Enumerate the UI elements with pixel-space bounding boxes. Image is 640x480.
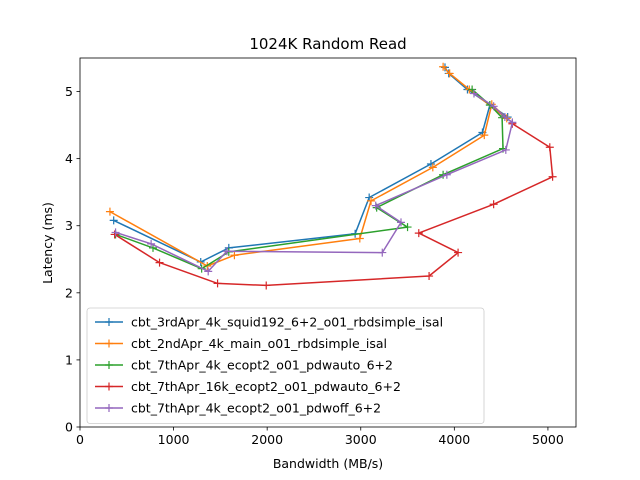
data-point xyxy=(355,234,364,243)
y-tick-label: 2 xyxy=(65,285,73,300)
legend: cbt_3rdApr_4k_squid192_6+2_o01_rbdsimple… xyxy=(86,307,485,424)
data-point xyxy=(371,201,380,210)
y-tick-label: 3 xyxy=(65,218,73,233)
legend-label: cbt_3rdApr_4k_squid192_6+2_o01_rbdsimple… xyxy=(131,315,443,330)
y-tick-label: 1 xyxy=(65,352,73,367)
x-tick-label: 0 xyxy=(76,432,84,447)
legend-item: cbt_2ndApr_4k_main_o01_rbdsimple_isal xyxy=(95,336,387,351)
legend-item: cbt_7thApr_4k_ecopt2_o01_pdwauto_6+2 xyxy=(95,358,393,373)
data-point xyxy=(548,172,557,181)
y-tick-label: 5 xyxy=(65,84,73,99)
legend-marker xyxy=(105,318,113,326)
data-point xyxy=(378,248,387,257)
legend-item: cbt_7thApr_16k_ecopt2_o01_pdwauto_6+2 xyxy=(95,379,401,394)
data-point xyxy=(155,258,164,267)
x-axis-label: Bandwidth (MB/s) xyxy=(273,456,383,471)
data-point xyxy=(489,200,498,209)
data-point xyxy=(428,163,437,172)
data-point xyxy=(147,239,156,248)
x-tick-label: 1000 xyxy=(158,432,190,447)
y-tick-label: 0 xyxy=(65,420,73,435)
y-axis-label: Latency (ms) xyxy=(40,202,55,284)
data-point xyxy=(262,281,271,290)
x-tick-label: 2000 xyxy=(251,432,283,447)
data-point xyxy=(468,85,477,94)
legend-box xyxy=(86,307,485,424)
data-point xyxy=(439,62,448,71)
data-point xyxy=(426,160,435,169)
data-point xyxy=(500,113,509,122)
legend-marker xyxy=(105,339,113,348)
x-tick-label: 3000 xyxy=(345,432,377,447)
data-point xyxy=(480,131,489,140)
chart-title: 1024K Random Read xyxy=(249,35,406,53)
data-point xyxy=(109,216,118,225)
legend-marker xyxy=(105,404,113,412)
data-point xyxy=(508,118,517,127)
data-point xyxy=(440,63,449,72)
legend-marker xyxy=(105,361,113,369)
y-axis: 0 1 2 3 4 5 xyxy=(65,84,80,435)
data-point xyxy=(489,102,498,111)
data-point xyxy=(442,170,451,179)
data-point xyxy=(230,251,239,260)
data-point xyxy=(403,223,412,232)
x-axis: 0 1000 2000 3000 4000 5000 xyxy=(76,427,564,447)
data-point xyxy=(110,230,119,239)
legend-label: cbt_7thApr_4k_ecopt2_o01_pdwoff_6+2 xyxy=(131,401,381,416)
data-point xyxy=(204,267,213,276)
x-tick-label: 5000 xyxy=(532,432,564,447)
legend-label: cbt_2ndApr_4k_main_o01_rbdsimple_isal xyxy=(131,336,387,351)
data-point xyxy=(501,145,510,154)
data-point xyxy=(445,69,454,78)
data-point xyxy=(396,218,405,227)
legend-item: cbt_3rdApr_4k_squid192_6+2_o01_rbdsimple… xyxy=(95,315,443,330)
legend-item: cbt_7thApr_4k_ecopt2_o01_pdwoff_6+2 xyxy=(95,401,381,416)
x-tick-label: 4000 xyxy=(438,432,470,447)
data-point xyxy=(545,143,554,152)
data-point xyxy=(105,207,114,216)
legend-label: cbt_7thApr_4k_ecopt2_o01_pdwauto_6+2 xyxy=(131,358,393,373)
data-point xyxy=(222,247,231,256)
legend-marker xyxy=(105,382,113,391)
series-line xyxy=(109,66,508,267)
series-5 xyxy=(111,89,517,276)
data-point xyxy=(365,193,374,202)
data-point xyxy=(367,196,376,205)
legend-label: cbt_7thApr_16k_ecopt2_o01_pdwauto_6+2 xyxy=(131,379,401,394)
axes-frame xyxy=(79,57,577,428)
data-point xyxy=(213,279,222,288)
data-point xyxy=(469,89,478,98)
series-line xyxy=(113,67,509,263)
plot-area xyxy=(79,57,577,428)
data-point xyxy=(414,229,423,238)
data-point xyxy=(425,272,434,281)
y-tick-label: 4 xyxy=(65,151,73,166)
data-point xyxy=(111,228,120,237)
data-point xyxy=(454,248,463,257)
